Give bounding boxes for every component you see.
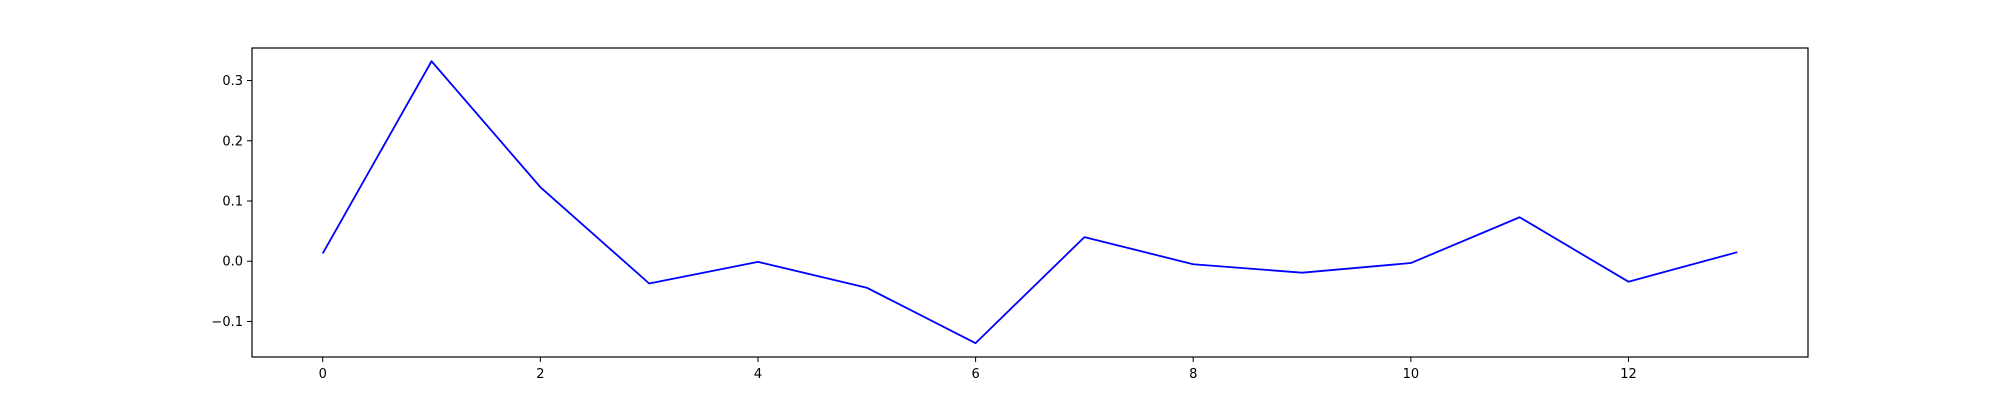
y-tick-label: 0.1 [222,194,243,209]
plot-area [321,60,1738,345]
x-tick-label: 12 [1620,367,1637,382]
series-line-0 [321,60,1738,345]
y-tick-label: −0.1 [211,315,243,330]
x-tick-label: 2 [536,367,544,382]
y-axis: −0.1 0.0 0.1 0.2 0.3 [211,74,252,330]
x-axis: 0 2 4 6 8 10 12 [319,357,1637,382]
x-tick-label: 6 [971,367,979,382]
x-tick-label: 10 [1403,367,1420,382]
y-tick-label: 0.2 [222,134,243,149]
x-tick-label: 4 [754,367,762,382]
y-tick-label: 0.0 [222,255,243,270]
axes-frame [251,47,1809,358]
y-tick-label: 0.3 [222,74,243,89]
x-tick-label: 0 [319,367,327,382]
x-tick-label: 8 [1189,367,1197,382]
